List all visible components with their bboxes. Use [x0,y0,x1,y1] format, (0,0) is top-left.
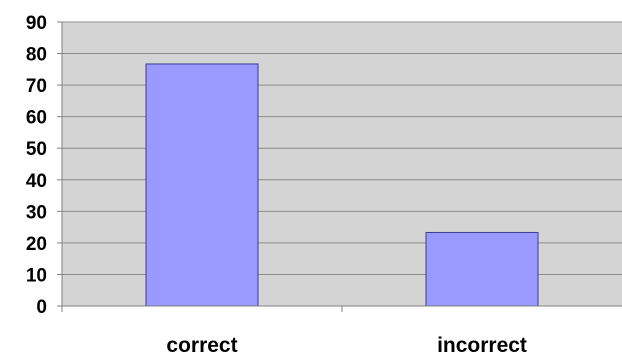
y-tick-label: 70 [26,76,47,97]
y-tick-label: 0 [36,297,47,318]
x-category-label: incorrect [437,334,527,356]
x-category-label: correct [166,334,237,356]
y-tick-label: 60 [26,108,47,129]
y-tick-labels: 0 10 20 30 40 50 60 70 80 90 [26,13,47,318]
y-tick-label: 50 [26,139,47,160]
bar-correct [145,63,259,307]
y-tick-label: 80 [26,45,47,66]
y-tick-label: 30 [26,202,47,223]
y-tick-label: 90 [26,13,47,34]
y-tick-label: 10 [26,265,47,286]
x-category-labels: correct incorrect [166,334,527,356]
y-tick-label: 20 [26,234,47,255]
bar-incorrect [425,231,539,307]
y-tick-label: 40 [26,171,47,192]
bars [145,63,539,307]
axes [57,21,622,312]
